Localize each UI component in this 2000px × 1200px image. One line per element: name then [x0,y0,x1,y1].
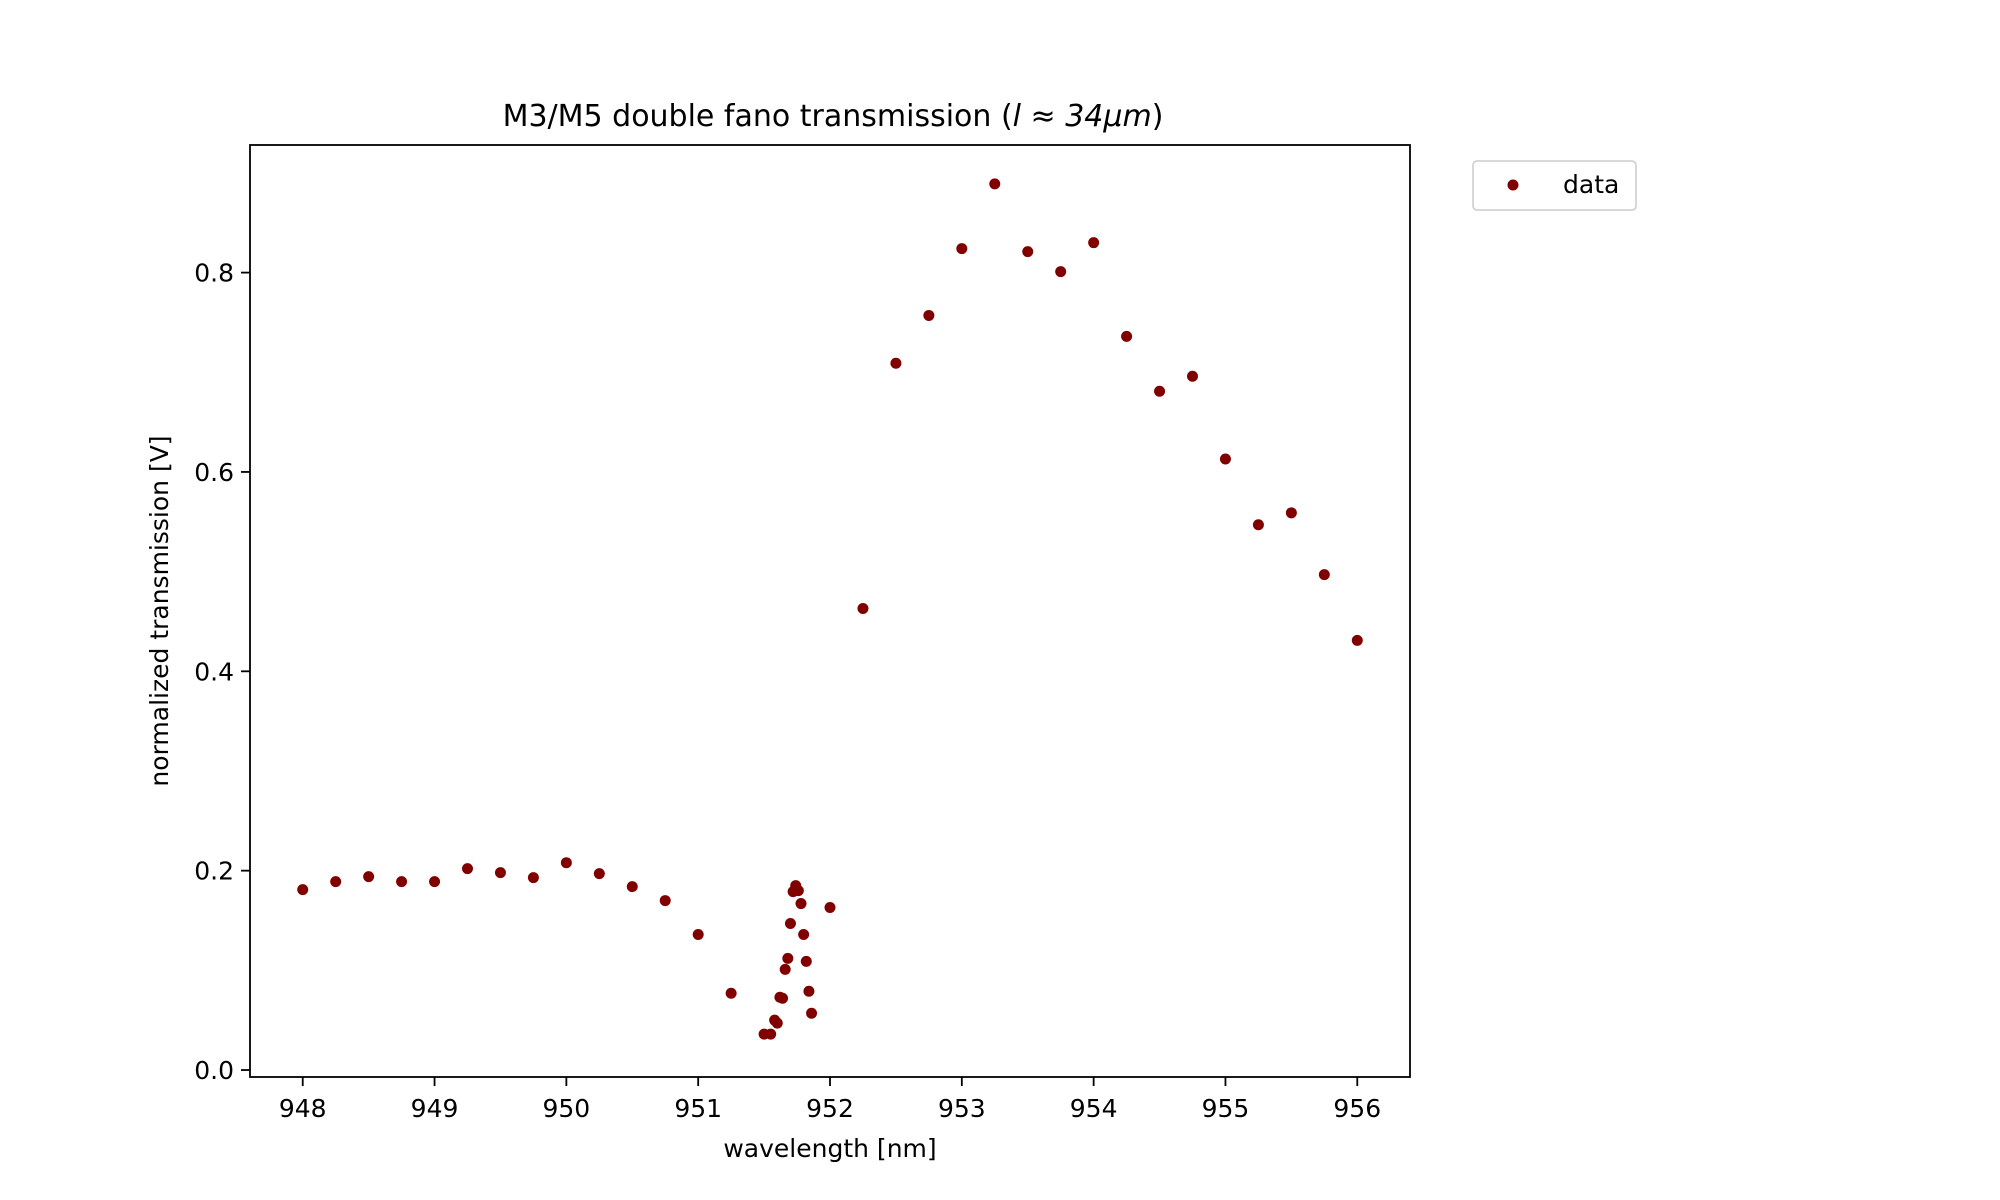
data-point [803,985,815,997]
x-axis-ticks: 948 949 950 951 952 953 954 955 956 [279,1077,1381,1123]
data-point [1022,246,1034,258]
data-point [527,872,539,884]
x-tick-label: 952 [806,1094,854,1123]
data-point [765,1028,777,1040]
data-point [692,928,704,940]
data-point [659,895,671,907]
y-tick-label: 0.8 [194,259,234,288]
y-axis-label: normalized transmission [V] [145,435,174,786]
data-point [593,868,605,880]
y-tick-label: 0.4 [194,657,234,686]
x-tick-label: 951 [674,1094,722,1123]
data-point [784,917,796,929]
y-axis-ticks: 0.0 0.2 0.4 0.6 0.8 [194,259,250,1085]
data-point [806,1007,818,1019]
data-point [429,876,441,888]
x-tick-label: 949 [411,1094,459,1123]
data-point [1121,330,1133,342]
data-point [1055,266,1067,278]
x-axis-label: wavelength [nm] [723,1134,936,1163]
data-point [989,178,1001,190]
legend-label: data [1563,170,1619,199]
legend-marker [1507,179,1519,191]
y-tick-label: 0.0 [194,1056,234,1085]
x-tick-label: 950 [543,1094,591,1123]
data-point [494,867,506,879]
data-point [330,876,342,888]
data-point [1154,385,1166,397]
plot-area [250,145,1410,1077]
data-point [363,871,375,883]
data-point [782,952,794,964]
data-point [857,603,869,615]
legend: data [1472,160,1637,211]
x-tick-label: 954 [1070,1094,1118,1123]
data-point [1219,453,1231,465]
x-tick-label: 956 [1333,1094,1381,1123]
data-point [792,885,804,897]
data-point [771,1017,783,1029]
legend-box [1472,160,1637,211]
y-tick-label: 0.2 [194,857,234,886]
x-tick-label: 953 [938,1094,986,1123]
data-point [1285,507,1297,519]
data-point [1252,519,1264,531]
x-tick-label: 948 [279,1094,327,1123]
data-point [725,987,737,999]
data-point [1187,370,1198,382]
data-point [800,955,812,967]
data-point [795,898,807,910]
data-point [1318,569,1330,581]
data-point [1088,237,1100,249]
chart-title-math: l ≈ 34μm [1013,99,1152,134]
plot-background [250,145,1410,1077]
data-point [626,881,638,893]
data-point [777,992,789,1004]
data-point [824,902,836,914]
data-point [923,309,935,321]
data-point [956,243,968,255]
data-point [779,963,791,975]
data-point [1351,634,1363,646]
data-point [560,857,572,869]
data-point [798,928,810,940]
chart-title: M3/M5 double fano transmission (l ≈ 34μm… [503,99,1164,134]
y-tick-label: 0.6 [194,458,234,487]
data-point [396,876,408,888]
data-point [462,863,473,875]
data-point [890,357,902,369]
data-point [297,884,309,896]
x-tick-label: 955 [1202,1094,1250,1123]
data-points [297,178,1363,1040]
